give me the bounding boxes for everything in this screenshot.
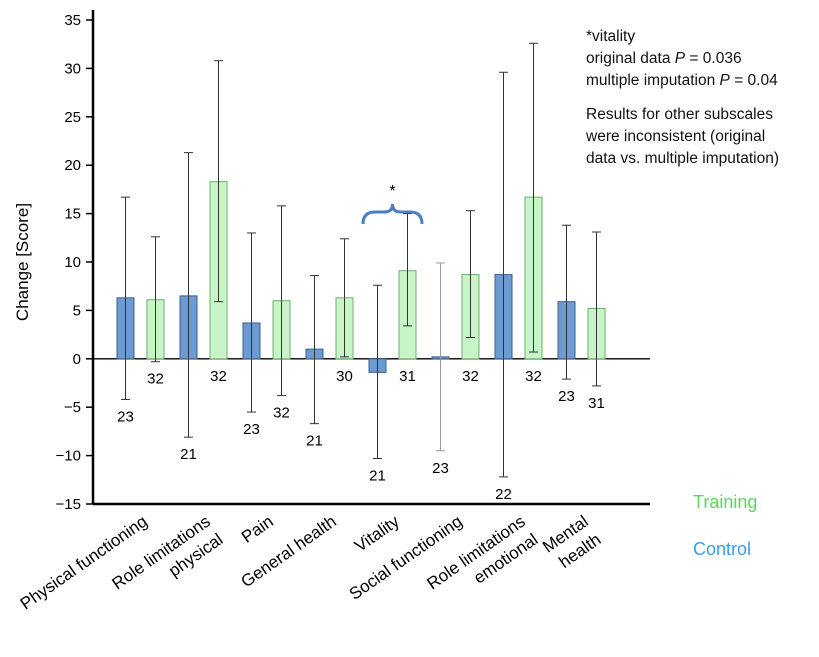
n-label-training: 32 xyxy=(273,405,290,422)
n-label-control: 21 xyxy=(180,446,197,463)
note-line-6: data vs. multiple imputation) xyxy=(586,150,779,167)
n-label-control: 23 xyxy=(117,408,134,425)
y-tick-label: 0 xyxy=(73,351,81,368)
y-tick-label: 10 xyxy=(64,254,81,271)
n-label-training: 31 xyxy=(588,395,605,412)
x-tick-label: Vitality xyxy=(351,511,403,555)
y-tick-label: −5 xyxy=(64,399,81,416)
significance-brace xyxy=(361,203,424,225)
n-label-training: 31 xyxy=(399,368,416,385)
annotation-note: *vitality original data P = 0.036 multip… xyxy=(586,26,779,170)
n-label-training: 32 xyxy=(210,368,227,385)
y-tick-label: 30 xyxy=(64,60,81,77)
n-label-training: 32 xyxy=(147,371,164,388)
y-tick-label: 15 xyxy=(64,206,81,223)
n-label-control: 21 xyxy=(369,468,386,485)
n-label-training: 30 xyxy=(336,368,353,385)
significance-marker: * xyxy=(389,183,395,200)
y-tick-label: −10 xyxy=(56,448,81,465)
y-tick-label: 5 xyxy=(73,302,81,319)
x-tick-label: Social functioning xyxy=(346,512,466,604)
note-line-2: original data P = 0.036 xyxy=(586,50,742,67)
y-tick-label: 25 xyxy=(64,109,81,126)
y-axis-label: Change [Score] xyxy=(13,203,32,321)
n-label-control: 21 xyxy=(306,433,323,450)
note-line-5: were inconsistent (original xyxy=(586,128,766,145)
x-tick-label: Mentalhealth xyxy=(539,512,604,575)
n-label-training: 32 xyxy=(462,368,479,385)
note-line-1: *vitality xyxy=(586,28,636,45)
note-line-3: multiple imputation P = 0.04 xyxy=(586,72,778,89)
n-label-control: 22 xyxy=(495,486,512,503)
n-label-control: 23 xyxy=(432,460,449,477)
y-tick-label: 35 xyxy=(64,12,81,29)
n-label-control: 23 xyxy=(243,421,260,438)
n-label-training: 32 xyxy=(525,368,542,385)
legend-training: Training xyxy=(693,492,758,512)
x-tick-label: Pain xyxy=(238,512,277,547)
y-tick-label: 20 xyxy=(64,157,81,174)
note-line-4: Results for other subscales xyxy=(586,106,773,123)
legend-control: Control xyxy=(693,539,752,559)
y-tick-label: −15 xyxy=(56,496,81,513)
n-label-control: 23 xyxy=(558,388,575,405)
